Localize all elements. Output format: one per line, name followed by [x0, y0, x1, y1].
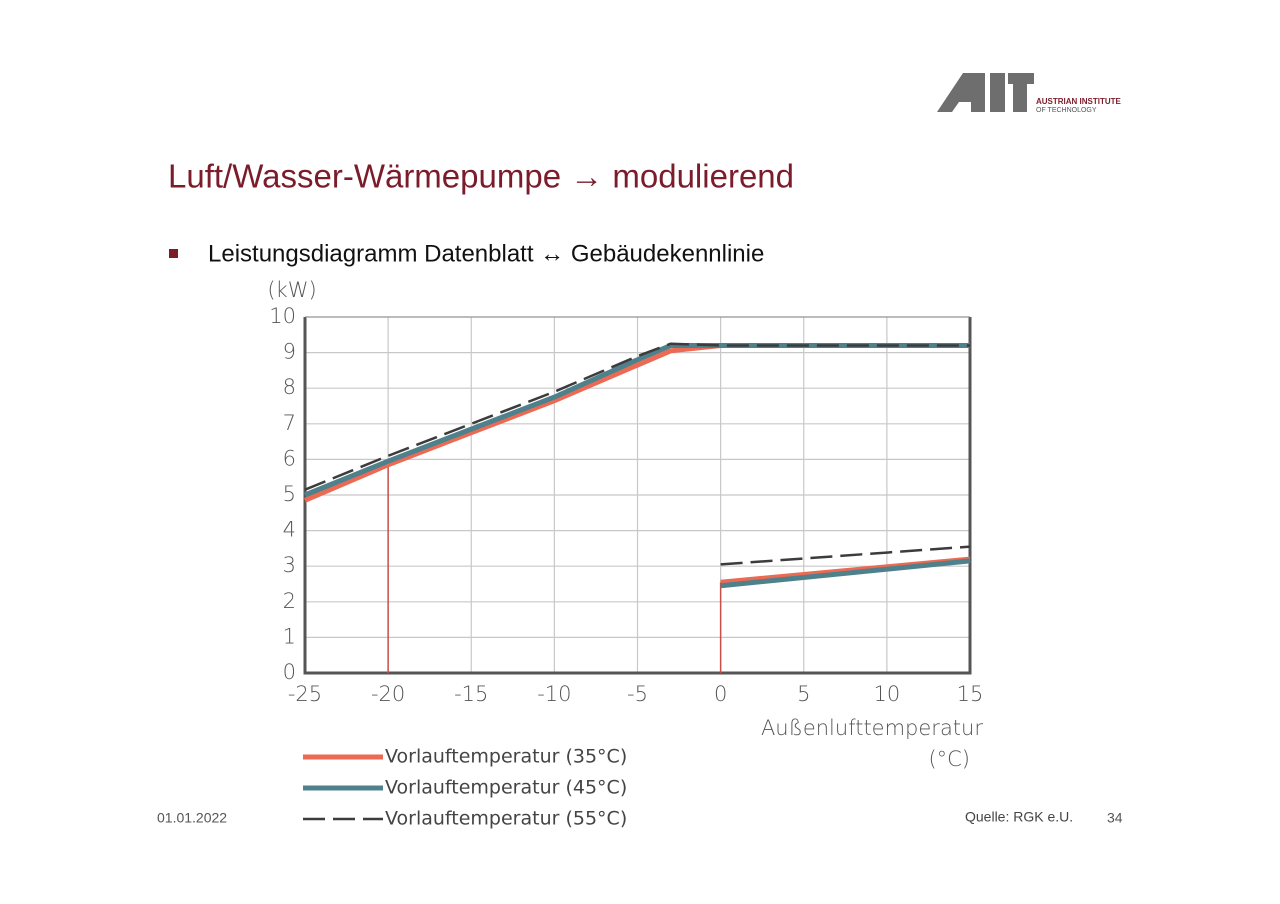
x-tick-label: 0 [714, 682, 727, 706]
y-tick-label: 8 [283, 375, 296, 399]
y-tick-label: 3 [283, 553, 296, 577]
x-tick-label: -20 [371, 682, 405, 706]
x-tick-label: -10 [537, 682, 571, 706]
x-axis-label: Außenlufttemperatur [761, 716, 983, 740]
y-tick-label: 9 [283, 340, 296, 364]
x-tick-label: 5 [797, 682, 810, 706]
y-tick-label: 4 [283, 518, 296, 542]
series-line [304, 342, 971, 566]
bullet-marker [169, 249, 178, 258]
logo-a [937, 73, 985, 112]
x-tick-label: -25 [288, 682, 322, 706]
x-tick-label: -5 [627, 682, 648, 706]
legend-label: Vorlauftemperatur (45°C) [385, 777, 627, 799]
footer-source: Quelle: RGK e.U. [965, 809, 1073, 825]
legend-label: Vorlauftemperatur (35°C) [385, 746, 627, 768]
x-tick-label: 15 [957, 682, 984, 706]
logo [937, 73, 1034, 112]
y-tick-label: 1 [283, 624, 296, 648]
y-tick-label: 0 [283, 660, 296, 684]
logo-t [1008, 73, 1034, 112]
y-tick-label: 2 [283, 589, 296, 613]
logo-i [990, 73, 1005, 112]
x-tick-label: -15 [454, 682, 488, 706]
x-tick-label: 10 [874, 682, 901, 706]
slide-title: Luft/Wasser-Wärmepumpe → modulierend [168, 158, 794, 195]
y-tick-label: 5 [283, 482, 296, 506]
logo-text: AUSTRIAN INSTITUTE [1036, 97, 1122, 106]
page-number: 34 [1107, 810, 1123, 826]
y-tick-label: 7 [283, 411, 296, 435]
logo-text: OF TECHNOLOGY [1036, 107, 1097, 114]
y-axis-label: (kW) [267, 278, 316, 302]
footer-date: 01.01.2022 [157, 810, 227, 826]
y-tick-label: 6 [283, 446, 296, 470]
x-axis-label: (°C) [928, 747, 970, 771]
legend-label: Vorlauftemperatur (55°C) [385, 808, 627, 830]
bullet-text: Leistungsdiagramm Datenblatt ↔ Gebäudeke… [208, 240, 764, 267]
y-tick-label: 10 [269, 304, 296, 328]
